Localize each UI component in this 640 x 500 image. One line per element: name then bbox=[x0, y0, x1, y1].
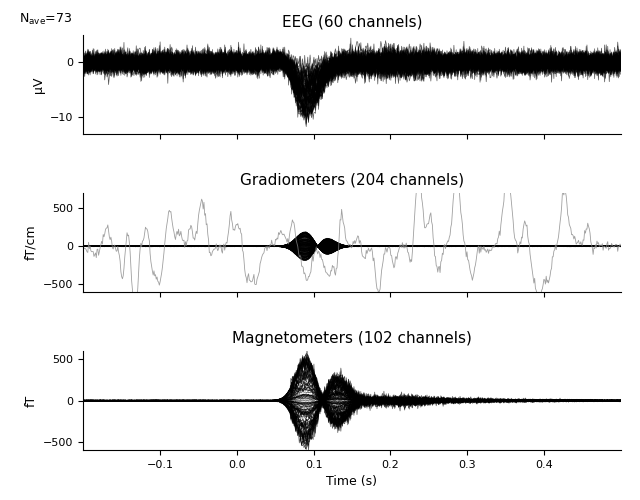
Y-axis label: μV: μV bbox=[31, 76, 45, 92]
Y-axis label: fT/cm: fT/cm bbox=[24, 224, 38, 260]
Title: Magnetometers (102 channels): Magnetometers (102 channels) bbox=[232, 331, 472, 346]
Text: N$_{\mathregular{ave}}$=73: N$_{\mathregular{ave}}$=73 bbox=[19, 12, 72, 27]
X-axis label: Time (s): Time (s) bbox=[326, 476, 378, 488]
Y-axis label: fT: fT bbox=[24, 394, 38, 406]
Title: EEG (60 channels): EEG (60 channels) bbox=[282, 14, 422, 30]
Title: Gradiometers (204 channels): Gradiometers (204 channels) bbox=[240, 173, 464, 188]
